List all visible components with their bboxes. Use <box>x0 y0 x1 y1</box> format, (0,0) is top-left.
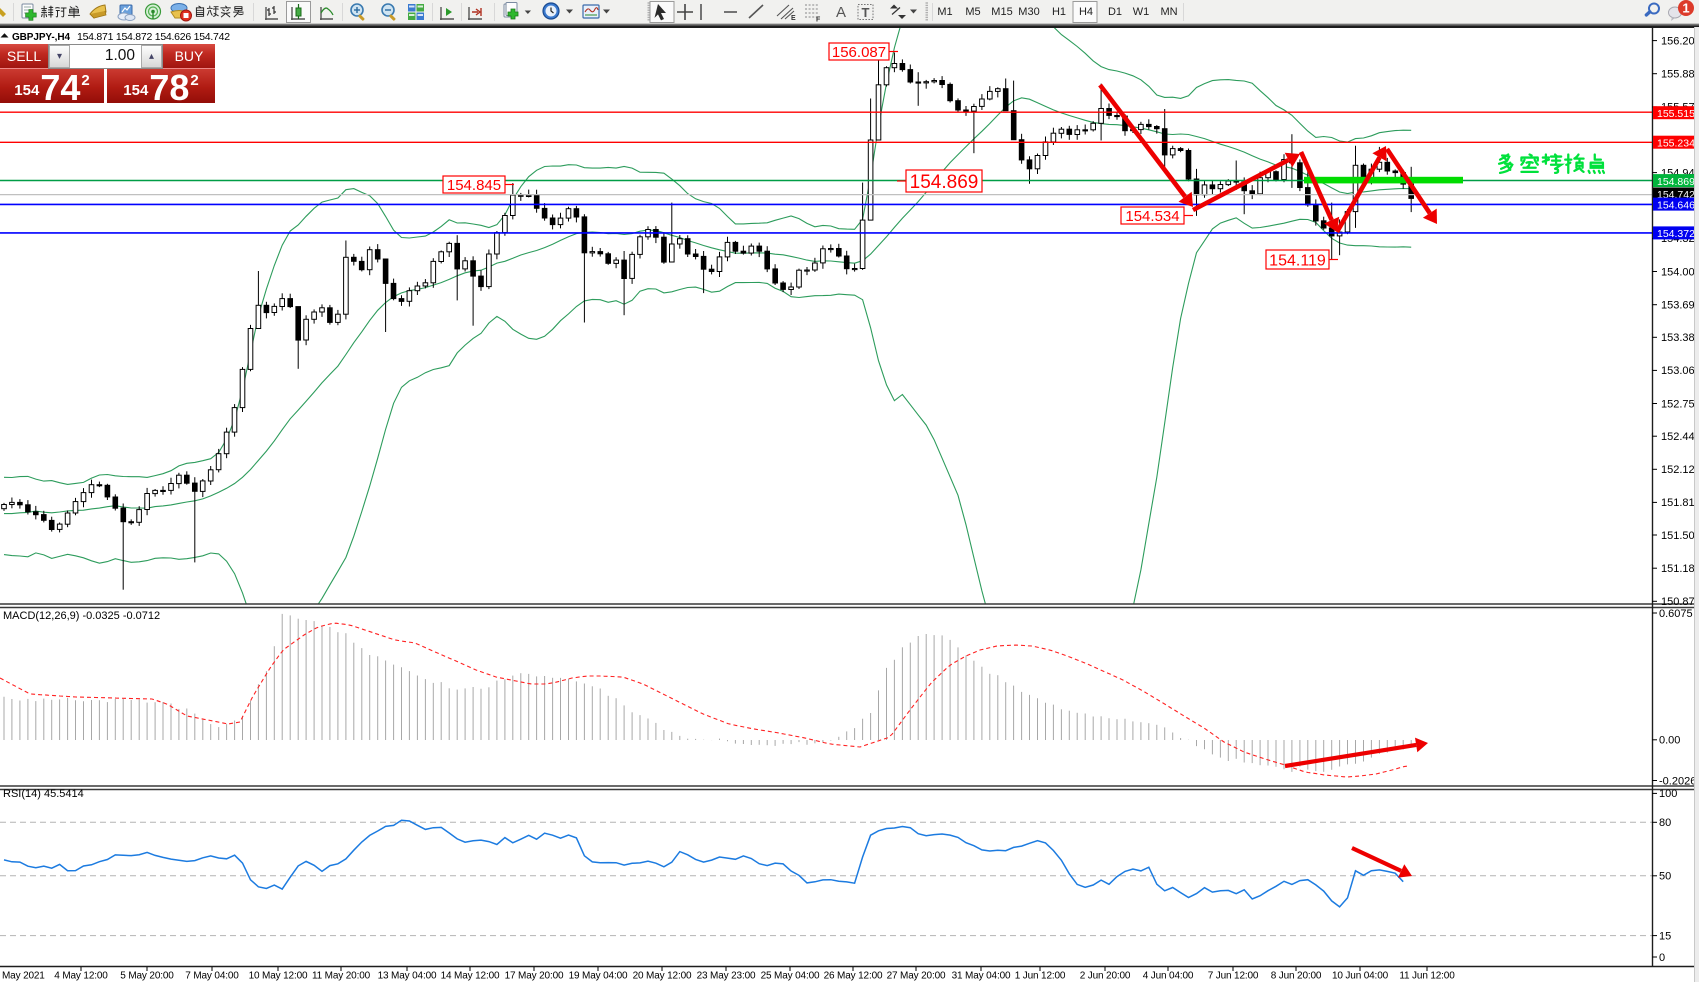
svg-text:E: E <box>791 15 796 22</box>
svg-text:154.119: 154.119 <box>1269 253 1326 270</box>
svg-text:1 Jun 12:00: 1 Jun 12:00 <box>1015 971 1066 982</box>
svg-text:31 May 04:00: 31 May 04:00 <box>952 971 1011 982</box>
svg-text:7 May 04:00: 7 May 04:00 <box>185 971 239 982</box>
svg-text:8 Jun 20:00: 8 Jun 20:00 <box>1271 971 1322 982</box>
svg-text:154.646: 154.646 <box>1657 199 1695 211</box>
svg-text:152.440: 152.440 <box>1661 431 1699 443</box>
svg-text:4 May 12:00: 4 May 12:00 <box>54 971 108 982</box>
svg-text:11 Jun 12:00: 11 Jun 12:00 <box>1399 971 1455 982</box>
svg-text:0: 0 <box>1659 952 1665 964</box>
svg-text:4 Jun 04:00: 4 Jun 04:00 <box>1143 971 1194 982</box>
svg-text:A: A <box>836 4 846 21</box>
svg-text:154.871 154.872 154.626 154.74: 154.871 154.872 154.626 154.742 <box>77 31 230 43</box>
svg-text:26 May 12:00: 26 May 12:00 <box>824 971 883 982</box>
svg-text:154.869: 154.869 <box>1657 176 1695 188</box>
svg-text:152.750: 152.750 <box>1661 398 1699 410</box>
svg-text:154.372: 154.372 <box>1657 228 1695 240</box>
svg-text:153.690: 153.690 <box>1661 300 1699 312</box>
svg-text:14 May 12:00: 14 May 12:00 <box>441 971 500 982</box>
svg-text:11 May 20:00: 11 May 20:00 <box>312 971 371 982</box>
svg-text:7 Jun 12:00: 7 Jun 12:00 <box>1208 971 1259 982</box>
svg-text:May 2021: May 2021 <box>2 971 45 982</box>
svg-text:13 May 04:00: 13 May 04:00 <box>378 971 437 982</box>
svg-text:154.005: 154.005 <box>1661 266 1699 278</box>
svg-text:50: 50 <box>1659 871 1671 883</box>
svg-text:19 May 04:00: 19 May 04:00 <box>569 971 628 982</box>
svg-text:T: T <box>862 5 870 20</box>
svg-text:156.087: 156.087 <box>832 44 886 61</box>
svg-text:154.869: 154.869 <box>910 172 979 193</box>
svg-text:F: F <box>816 17 821 24</box>
svg-text:151.810: 151.810 <box>1661 497 1699 509</box>
svg-text:154.534: 154.534 <box>1125 208 1179 225</box>
svg-text:152.125: 152.125 <box>1661 464 1699 476</box>
svg-text:20 May 12:00: 20 May 12:00 <box>633 971 692 982</box>
svg-text:17 May 20:00: 17 May 20:00 <box>505 971 564 982</box>
svg-text:5 May 20:00: 5 May 20:00 <box>120 971 174 982</box>
svg-text:27 May 20:00: 27 May 20:00 <box>887 971 946 982</box>
svg-text:MACD(12,26,9) -0.0325 -0.0712: MACD(12,26,9) -0.0325 -0.0712 <box>3 610 160 622</box>
svg-text:RSI(14) 45.5414: RSI(14) 45.5414 <box>3 788 84 800</box>
svg-text:151.185: 151.185 <box>1661 563 1699 575</box>
svg-text:GBPJPY-,H4: GBPJPY-,H4 <box>12 32 70 43</box>
svg-text:0.6075: 0.6075 <box>1659 608 1693 620</box>
svg-text:2 Jun 20:00: 2 Jun 20:00 <box>1080 971 1131 982</box>
svg-text:155.234: 155.234 <box>1657 137 1695 149</box>
svg-text:155.885: 155.885 <box>1661 69 1699 81</box>
svg-text:80: 80 <box>1659 817 1671 829</box>
svg-text:156.200: 156.200 <box>1661 35 1699 47</box>
svg-text:151.500: 151.500 <box>1661 530 1699 542</box>
svg-text:23 May 23:00: 23 May 23:00 <box>697 971 756 982</box>
svg-text:10 May 12:00: 10 May 12:00 <box>249 971 308 982</box>
svg-text:0.00: 0.00 <box>1659 735 1680 747</box>
svg-text:10 Jun 04:00: 10 Jun 04:00 <box>1332 971 1389 982</box>
svg-text:153.380: 153.380 <box>1661 332 1699 344</box>
svg-text:155.515: 155.515 <box>1657 108 1695 120</box>
svg-text:-0.2026: -0.2026 <box>1659 775 1696 787</box>
svg-text:15: 15 <box>1659 930 1671 942</box>
svg-text:150.870: 150.870 <box>1661 596 1699 608</box>
svg-text:154.845: 154.845 <box>447 177 501 194</box>
svg-text:100: 100 <box>1659 788 1677 800</box>
svg-text:1: 1 <box>1682 1 1689 16</box>
svg-text:25 May 04:00: 25 May 04:00 <box>761 971 820 982</box>
svg-text:153.065: 153.065 <box>1661 365 1699 377</box>
